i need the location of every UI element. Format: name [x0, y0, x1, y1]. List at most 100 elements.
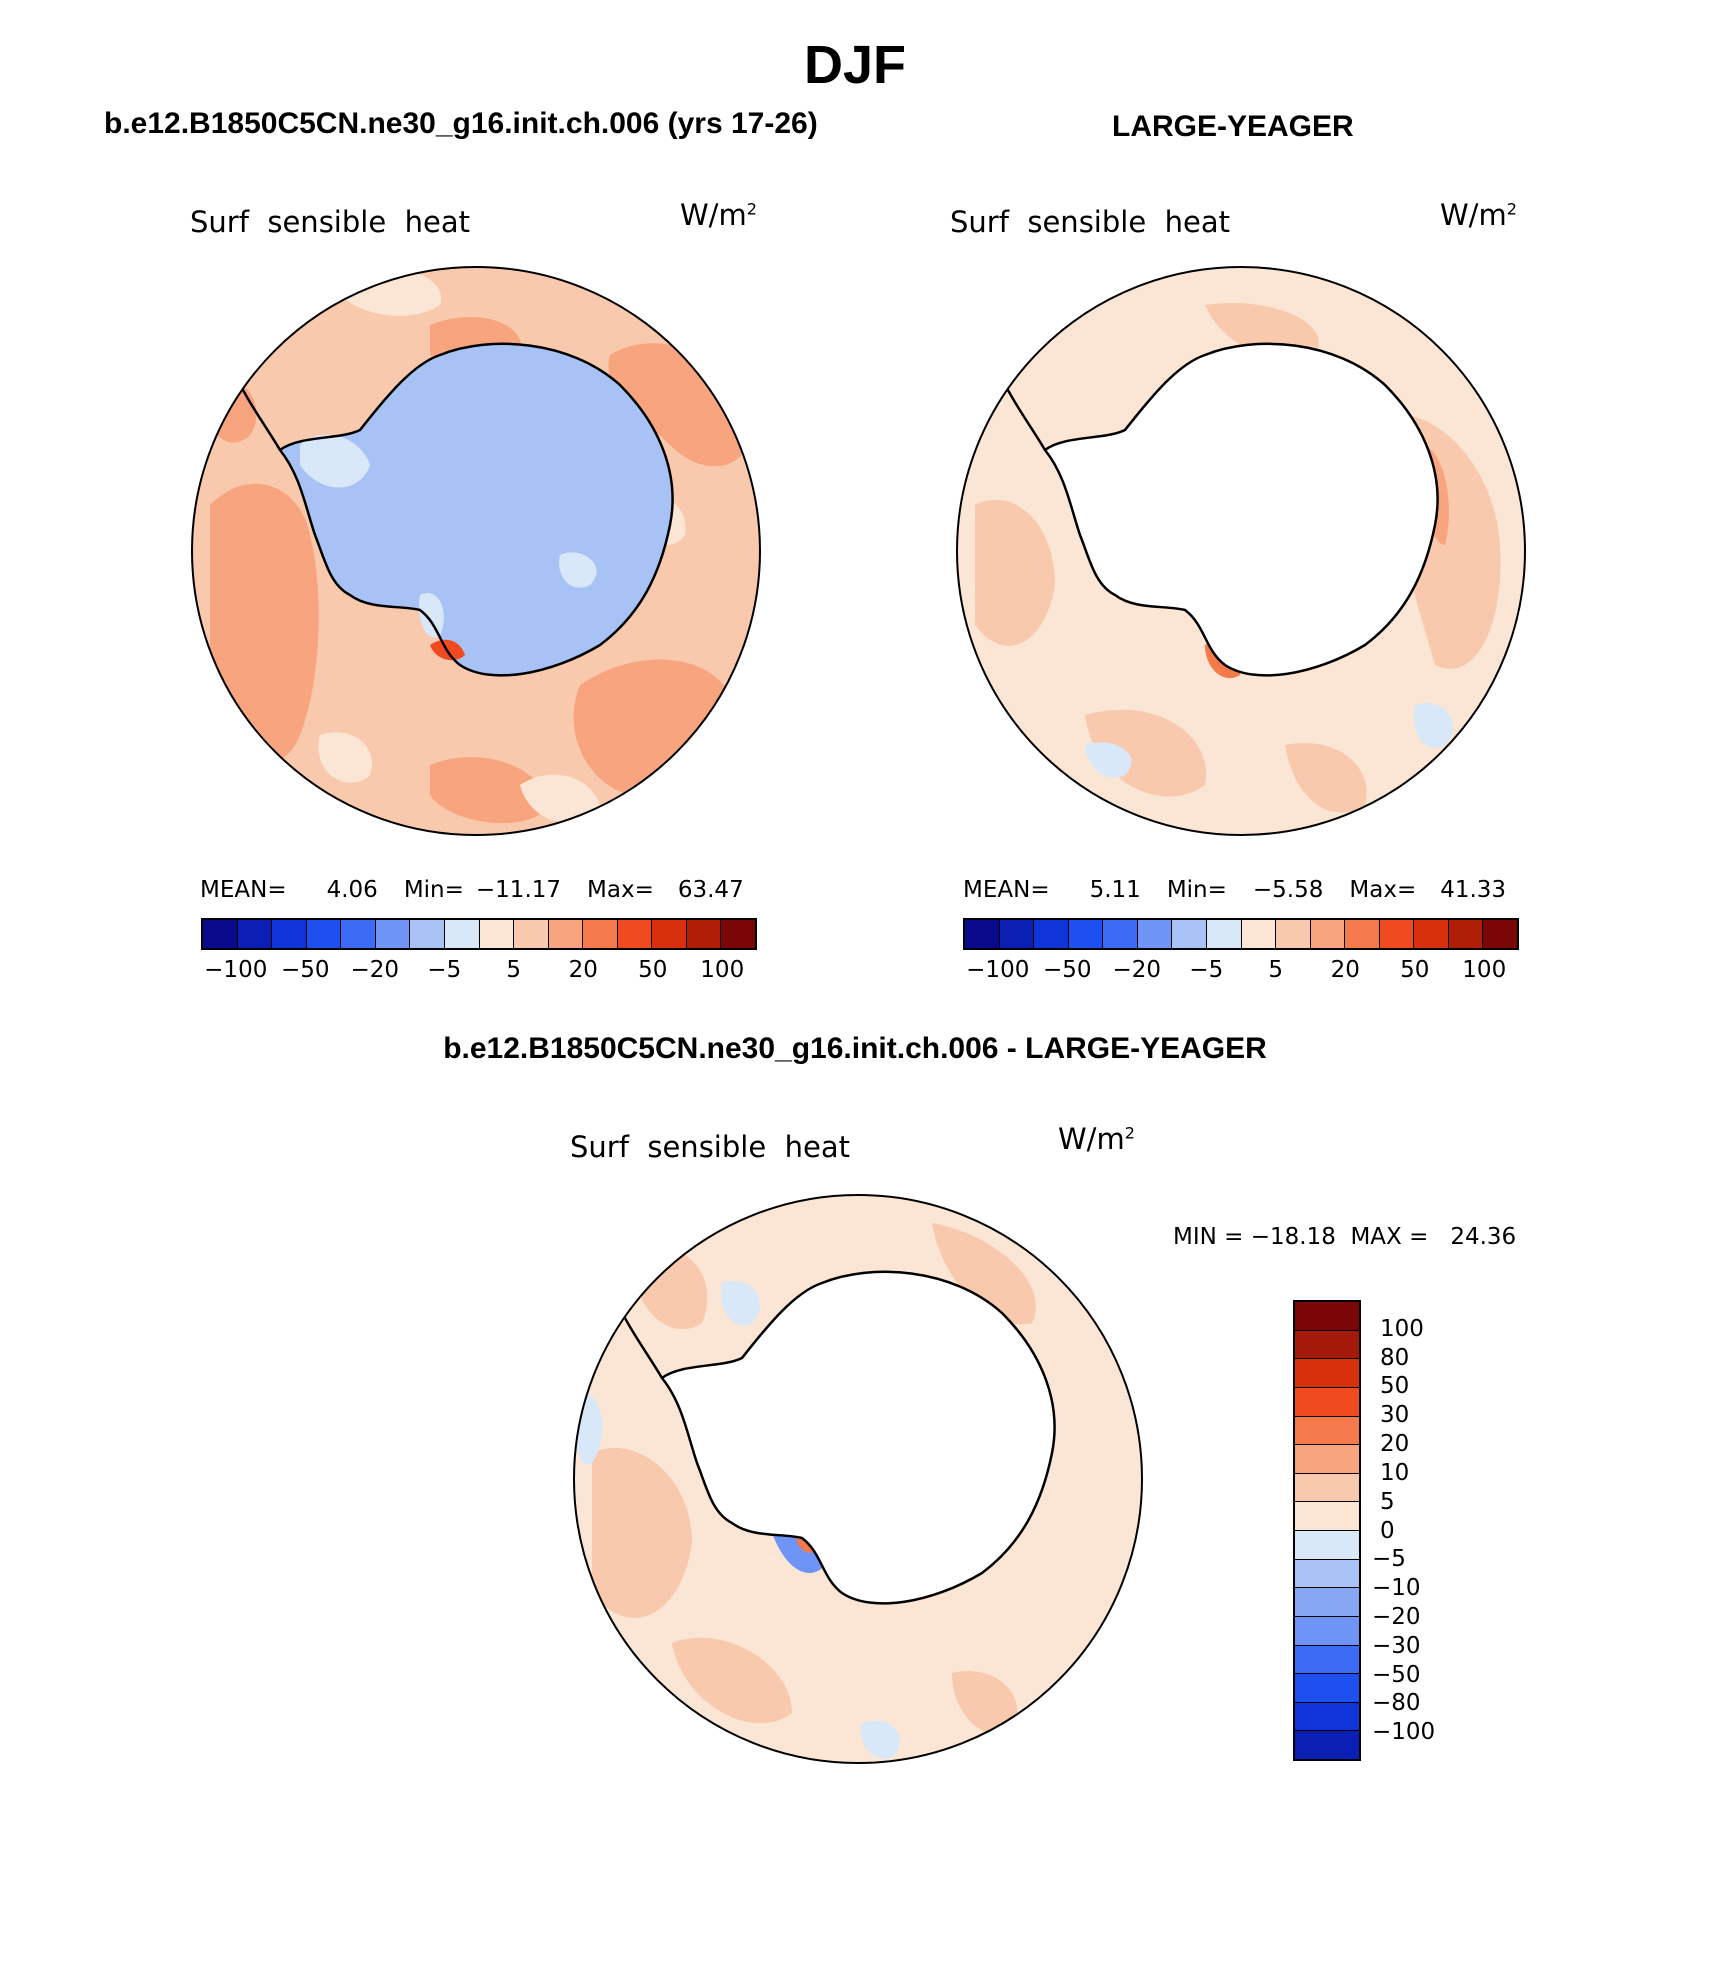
colorbar-panel2-swatch — [1414, 920, 1449, 948]
colorbar-panel2-swatch — [999, 920, 1035, 948]
colorbar-difference-tick-label: 100 — [1380, 1315, 1424, 1342]
panel3-units: W/m2 — [1058, 1122, 1135, 1156]
colorbar-panel1-swatch — [686, 920, 722, 948]
colorbar-panel1-swatch — [203, 920, 238, 948]
colorbar-difference-swatch — [1295, 1616, 1359, 1646]
colorbar-panel1-swatch — [514, 920, 549, 948]
panel2-stats: MEAN= 5.11 Min= −5.58 Max= 41.33 — [963, 877, 1507, 903]
colorbar-panel2-swatch — [1206, 920, 1242, 948]
colorbar-panel1-swatch — [306, 920, 342, 948]
panel1-variable-label: Surf sensible heat — [190, 205, 470, 239]
coastline — [1043, 342, 1439, 677]
colorbar-panel1-swatch — [444, 920, 480, 948]
colorbar-panel2 — [963, 918, 1519, 950]
colorbar-difference-tick-label: 30 — [1380, 1402, 1410, 1429]
colorbar-panel1-tick-label: 100 — [700, 957, 745, 983]
panel3-variable-label: Surf sensible heat — [570, 1130, 850, 1164]
colorbar-panel2-swatch — [1310, 920, 1346, 948]
colorbar-difference-tick-label: 20 — [1380, 1431, 1410, 1458]
panel1-units: W/m2 — [680, 198, 757, 232]
panel1-header: b.e12.B1850C5CN.ne30_g16.init.ch.006 (yr… — [104, 107, 818, 140]
colorbar-difference-tick-label: −80 — [1372, 1690, 1421, 1717]
colorbar-panel2-tick-label: −100 — [966, 957, 1030, 983]
coastline — [278, 342, 674, 677]
colorbar-panel2-ticks: −100 −50 −20 −5 5 20 50 100 — [963, 957, 1519, 987]
colorbar-difference-tick-label: 80 — [1380, 1344, 1410, 1371]
colorbar-difference-swatch — [1295, 1531, 1359, 1560]
colorbar-panel2-tick-label: 20 — [1330, 957, 1360, 983]
map-panel3 — [573, 1194, 1143, 1764]
colorbar-panel2-swatch — [1103, 920, 1138, 948]
colorbar-difference-swatch — [1295, 1559, 1359, 1589]
colorbar-difference-tick-label: −100 — [1372, 1719, 1436, 1746]
panel3-minmax: MIN = −18.18 MAX = 24.36 — [1173, 1224, 1517, 1250]
figure-title: DJF — [803, 35, 906, 95]
colorbar-difference-swatch — [1295, 1330, 1359, 1360]
colorbar-panel1-swatch — [617, 920, 653, 948]
colorbar-panel1-ticks: −100 −50 −20 −5 5 20 50 100 — [201, 957, 757, 987]
panel2-units: W/m2 — [1440, 198, 1517, 232]
panel2-header: LARGE-YEAGER — [1112, 110, 1354, 143]
colorbar-panel1-swatch — [237, 920, 273, 948]
map-panel1 — [191, 266, 761, 836]
colorbar-panel1-tick-label: −100 — [204, 957, 268, 983]
colorbar-panel1-swatch — [375, 920, 411, 948]
colorbar-difference-swatch — [1295, 1416, 1359, 1446]
panel1-stats: MEAN= 4.06 Min= −11.17 Max= 63.47 — [200, 877, 744, 903]
colorbar-panel2-swatch — [1034, 920, 1069, 948]
colorbar-panel1-swatch — [548, 920, 584, 948]
colorbar-panel2-swatch — [1276, 920, 1311, 948]
colorbar-difference-swatch — [1295, 1387, 1359, 1417]
antarctica-interior — [280, 343, 673, 676]
colorbar-panel2-swatch — [1448, 920, 1484, 948]
colorbar-difference-tick-label: −10 — [1372, 1575, 1421, 1602]
colorbar-difference-swatch — [1295, 1473, 1359, 1503]
colorbar-panel1-swatch — [410, 920, 445, 948]
colorbar-panel2-tick-label: 5 — [1268, 957, 1284, 983]
colorbar-panel1-swatch — [721, 920, 755, 948]
colorbar-panel2-swatch — [1483, 920, 1517, 948]
colorbar-panel1-swatch — [652, 920, 687, 948]
colorbar-panel2-swatch — [1068, 920, 1104, 948]
map-panel2 — [956, 266, 1526, 836]
colorbar-panel1-swatch — [583, 920, 618, 948]
colorbar-difference-tick-label: −30 — [1372, 1632, 1421, 1659]
coastline — [660, 1270, 1056, 1605]
colorbar-panel2-tick-label: 50 — [1400, 957, 1430, 983]
colorbar-difference — [1293, 1300, 1361, 1761]
colorbar-panel2-swatch — [1241, 920, 1277, 948]
colorbar-difference-ticks: 100 80 50 30 20 10 5 0 −5 −10 −20 −30 −50 −80 −100 — [1372, 1300, 1472, 1761]
panel2-variable-label: Surf sensible heat — [950, 205, 1230, 239]
colorbar-difference-swatch — [1295, 1674, 1359, 1703]
colorbar-difference-tick-label: −20 — [1372, 1603, 1421, 1630]
colorbar-difference-tick-label: 50 — [1380, 1373, 1410, 1400]
colorbar-difference-swatch — [1295, 1731, 1359, 1759]
colorbar-difference-swatch — [1295, 1588, 1359, 1617]
colorbar-difference-swatch — [1295, 1502, 1359, 1531]
colorbar-panel1-tick-label: 50 — [638, 957, 668, 983]
colorbar-difference-tick-label: −50 — [1372, 1661, 1421, 1688]
colorbar-panel2-swatch — [1345, 920, 1380, 948]
colorbar-panel1-tick-label: −20 — [350, 957, 400, 983]
colorbar-difference-swatch — [1295, 1302, 1359, 1331]
colorbar-panel1-tick-label: −5 — [427, 957, 462, 983]
colorbar-panel2-swatch — [1137, 920, 1173, 948]
panel3-header: b.e12.B1850C5CN.ne30_g16.init.ch.006 - L… — [443, 1032, 1267, 1065]
colorbar-panel1 — [201, 918, 757, 950]
colorbar-panel1-tick-label: 5 — [506, 957, 522, 983]
colorbar-difference-tick-label: −5 — [1372, 1546, 1406, 1573]
colorbar-panel2-tick-label: −20 — [1112, 957, 1162, 983]
colorbar-panel2-swatch — [1379, 920, 1415, 948]
colorbar-difference-tick-label: 10 — [1380, 1459, 1410, 1486]
colorbar-panel1-tick-label: −50 — [280, 957, 330, 983]
colorbar-panel2-swatch — [965, 920, 1000, 948]
colorbar-difference-swatch — [1295, 1645, 1359, 1675]
colorbar-difference-swatch — [1295, 1445, 1359, 1474]
colorbar-difference-tick-label: 5 — [1380, 1488, 1395, 1515]
colorbar-panel1-tick-label: 20 — [568, 957, 598, 983]
colorbar-panel1-swatch — [272, 920, 307, 948]
colorbar-panel2-tick-label: 100 — [1462, 957, 1507, 983]
colorbar-panel1-swatch — [479, 920, 515, 948]
colorbar-difference-tick-label: 0 — [1380, 1517, 1395, 1544]
colorbar-panel1-swatch — [341, 920, 376, 948]
